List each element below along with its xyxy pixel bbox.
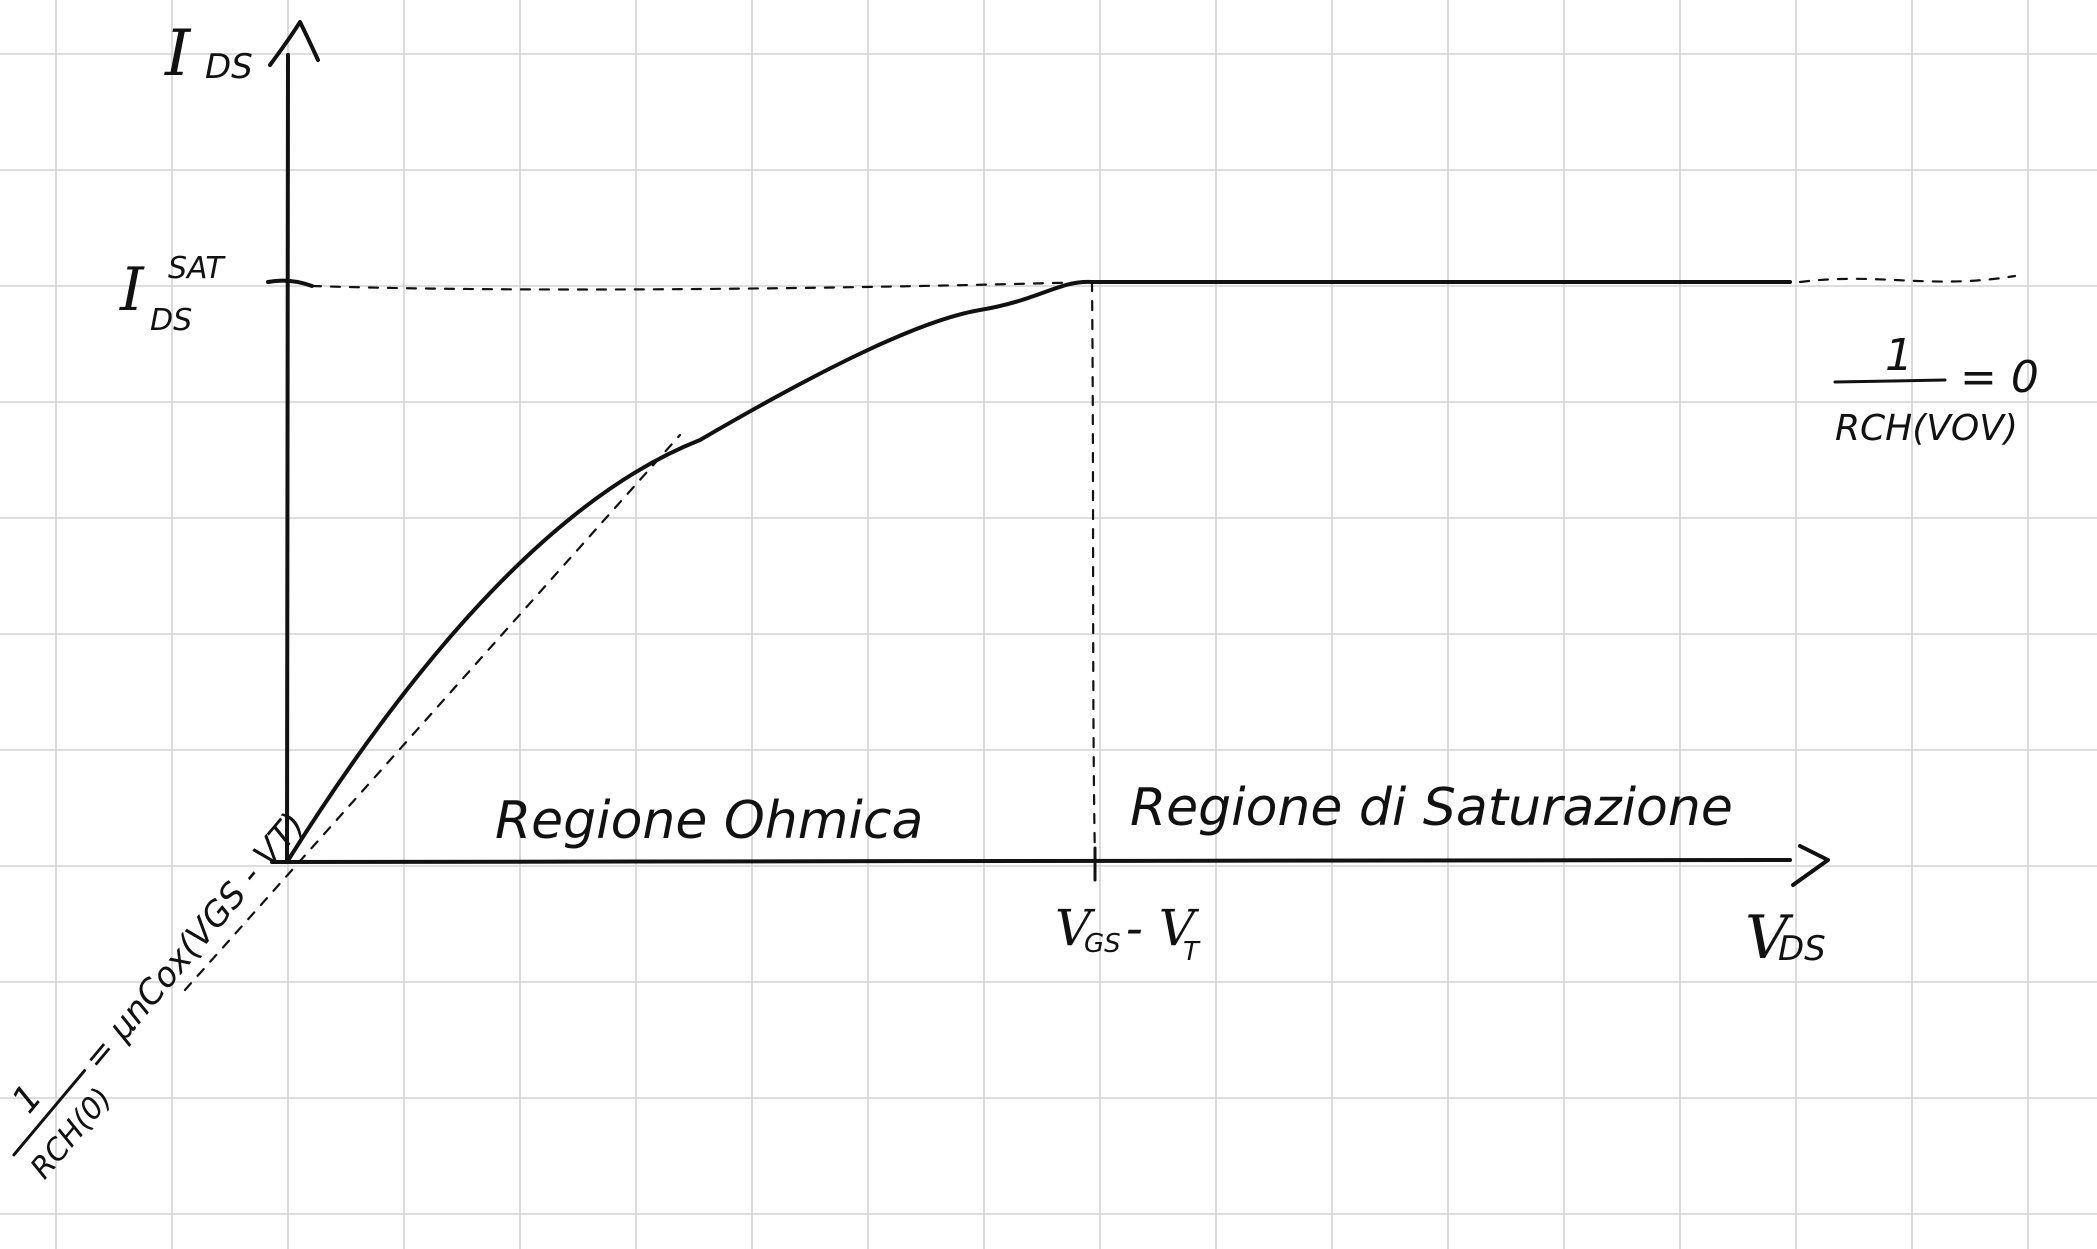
x-axis-label: V bbox=[1745, 903, 1794, 973]
saturation-region-label: Regione di Saturazione bbox=[1130, 778, 1733, 838]
vov-label-gs: GS bbox=[1084, 929, 1121, 959]
vov-label-minus: - V bbox=[1126, 899, 1200, 957]
isat-label-superscript: SAT bbox=[168, 251, 226, 286]
sat-conductance-numerator: 1 bbox=[1885, 330, 1913, 381]
isat-dashed-guide bbox=[310, 280, 1094, 291]
x-axis bbox=[270, 858, 1792, 864]
ohmic-conductance-numerator: 1 bbox=[4, 1077, 50, 1121]
x-axis-label-subscript: DS bbox=[1778, 929, 1826, 969]
ohmic-tangent-line bbox=[183, 433, 682, 992]
iv-curve bbox=[285, 279, 1094, 864]
axes bbox=[268, 20, 1830, 887]
y-axis-arrowhead bbox=[268, 20, 320, 67]
sat-conductance-equals: = 0 bbox=[1960, 352, 2039, 403]
ohmic-conductance-fraction-bar bbox=[12, 1069, 87, 1157]
vov-label-t: T bbox=[1183, 937, 1201, 967]
saturation-dashed-extension bbox=[1798, 274, 2017, 284]
labels: I DS I DS SAT V DS V GS - V T Regione Oh… bbox=[4, 17, 2039, 1186]
ohmic-conductance-annotation: 1 RCH(0) = μnCox(VGS - VT) bbox=[4, 805, 313, 1186]
ohmic-conductance-rhs: = μnCox(VGS - VT) bbox=[75, 805, 313, 1078]
y-axis-label-subscript: DS bbox=[205, 47, 253, 87]
sat-conductance-denominator: RCH(VOV) bbox=[1835, 408, 2018, 449]
sat-conductance-fraction-bar bbox=[1833, 378, 1947, 384]
y-axis bbox=[284, 53, 290, 864]
vov-label-v: V bbox=[1055, 899, 1096, 957]
isat-label-subscript: DS bbox=[150, 303, 192, 338]
ohmic-region-label: Regione Ohmica bbox=[495, 791, 923, 851]
isat-tick bbox=[266, 278, 314, 288]
saturation-level bbox=[266, 274, 2017, 882]
ohmic-region-curve bbox=[183, 279, 1094, 992]
x-axis-arrowhead bbox=[1791, 844, 1830, 887]
y-axis-label: I bbox=[164, 17, 192, 91]
vov-dashed-guide bbox=[1090, 280, 1097, 864]
isat-label: I bbox=[119, 255, 145, 325]
